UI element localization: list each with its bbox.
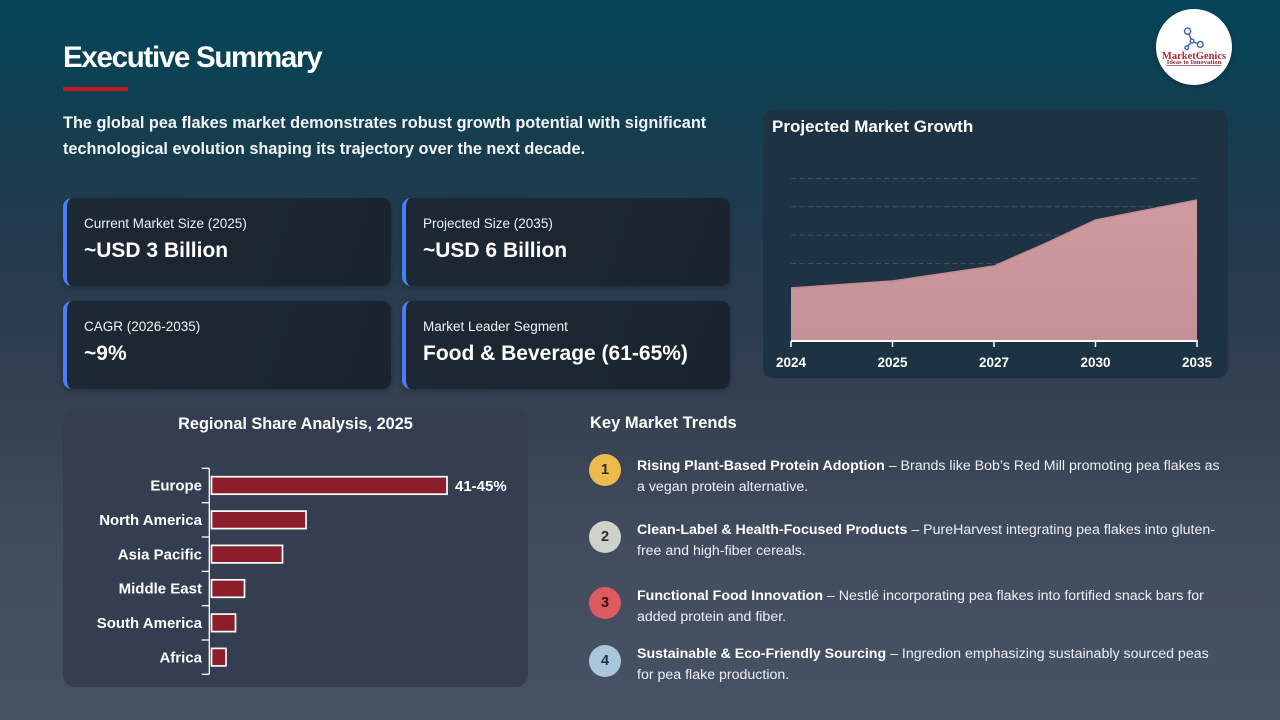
svg-text:Middle East: Middle East <box>119 581 202 598</box>
svg-text:Africa: Africa <box>159 649 202 666</box>
svg-text:Ideas to Innovation: Ideas to Innovation <box>1167 59 1222 66</box>
svg-text:2035: 2035 <box>1182 355 1213 370</box>
svg-text:2024: 2024 <box>776 355 807 370</box>
svg-text:North America: North America <box>99 512 202 529</box>
svg-text:2027: 2027 <box>979 355 1009 370</box>
svg-text:Europe: Europe <box>150 478 202 495</box>
svg-text:Asia Pacific: Asia Pacific <box>118 546 202 563</box>
svg-text:South America: South America <box>97 615 203 632</box>
svg-text:MarketGenics: MarketGenics <box>1162 51 1226 62</box>
svg-text:41-45%: 41-45% <box>455 478 507 495</box>
svg-text:2025: 2025 <box>877 355 908 370</box>
svg-text:2030: 2030 <box>1080 355 1110 370</box>
